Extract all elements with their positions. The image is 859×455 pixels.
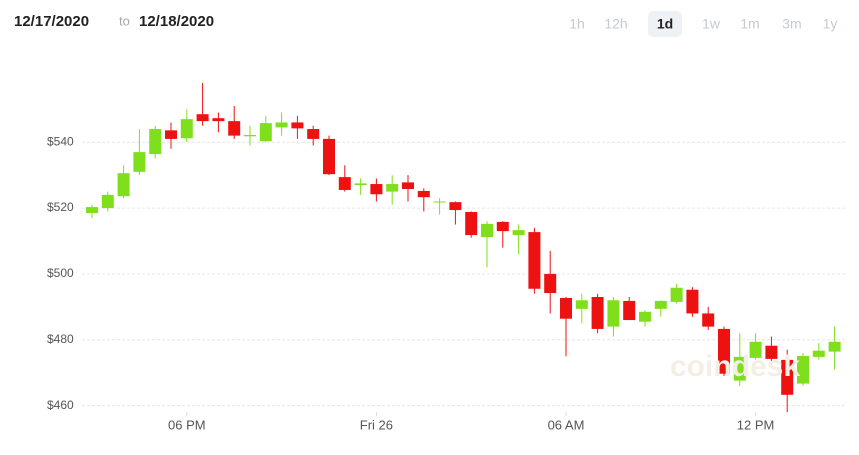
date-to[interactable]: 12/18/2020: [139, 13, 214, 30]
candle-body: [86, 207, 98, 214]
candle-body: [212, 118, 225, 122]
candle-body: [165, 130, 177, 139]
range-button[interactable]: 3m: [782, 16, 801, 32]
candle-body: [670, 287, 683, 302]
candle-body: [307, 129, 320, 139]
range-button[interactable]: 1h: [569, 16, 585, 32]
candle-body: [465, 212, 478, 236]
candle-body: [149, 129, 162, 155]
candle-body: [718, 328, 730, 374]
range-button[interactable]: 1d: [657, 16, 673, 32]
candle-body: [291, 122, 304, 129]
candle-body: [812, 350, 825, 357]
plot: $460 $480 $500 $520 $540 06 PM Fri 26 06 AM 12 P…: [47, 82, 845, 432]
candle-body: [323, 138, 335, 175]
range-active-bg: [648, 11, 682, 37]
candle-body: [575, 300, 588, 309]
date-from[interactable]: 12/17/2020: [14, 13, 89, 30]
candle-body: [275, 122, 288, 128]
y-tick-label: $500: [47, 266, 74, 280]
candle-body: [370, 184, 383, 195]
candle-body: [828, 341, 841, 352]
candle-body: [338, 177, 351, 190]
range-button[interactable]: 1y: [823, 16, 838, 32]
candle-body: [196, 114, 209, 122]
candle-body: [560, 297, 572, 319]
candle-body: [180, 119, 193, 139]
x-tick-label: 06 AM: [548, 417, 585, 432]
candle-body: [259, 123, 272, 142]
candle-body: [481, 223, 493, 238]
candle-body: [654, 300, 667, 309]
y-tick-label: $460: [47, 398, 74, 412]
candle-body: [101, 194, 114, 209]
candle-body: [639, 311, 651, 322]
range-button[interactable]: 1w: [702, 16, 721, 32]
x-tick-label: 06 PM: [168, 417, 206, 432]
candle-body: [449, 202, 462, 211]
candle-body: [591, 296, 604, 329]
candle-body: [686, 289, 699, 314]
candle-body: [528, 232, 541, 289]
candle-body: [512, 230, 525, 236]
candle-body: [402, 182, 414, 189]
candle-body: [244, 134, 256, 137]
candle-body: [733, 356, 746, 381]
x-tick-label: 12 PM: [737, 417, 775, 432]
range-button[interactable]: 12h: [604, 16, 627, 32]
x-tick-label: Fri 26: [360, 417, 393, 432]
watermark: coindesk: [670, 350, 800, 383]
candle-body: [749, 341, 762, 358]
candle-body: [781, 359, 794, 395]
candle-body: [607, 300, 620, 327]
y-tick-label: $520: [47, 200, 74, 214]
candle-body: [702, 313, 715, 327]
y-tick-label: $540: [47, 134, 74, 148]
candle-body: [433, 201, 446, 203]
candle-body: [228, 121, 241, 136]
candle-body: [496, 221, 509, 232]
range-buttons: 1h 12h 1d 1w 1m 3m 1y: [569, 11, 837, 37]
date-separator: to: [119, 13, 130, 28]
candle-body: [354, 183, 367, 186]
candle-body: [765, 345, 778, 359]
candle-body: [417, 190, 430, 198]
candle-body: [544, 273, 557, 294]
candle-body: [623, 300, 636, 321]
candle-body: [133, 152, 146, 172]
candle-body: [797, 355, 809, 384]
candle-body: [117, 173, 130, 197]
y-tick-label: $480: [47, 332, 74, 346]
candle-body: [386, 184, 399, 192]
range-button[interactable]: 1m: [740, 16, 759, 32]
